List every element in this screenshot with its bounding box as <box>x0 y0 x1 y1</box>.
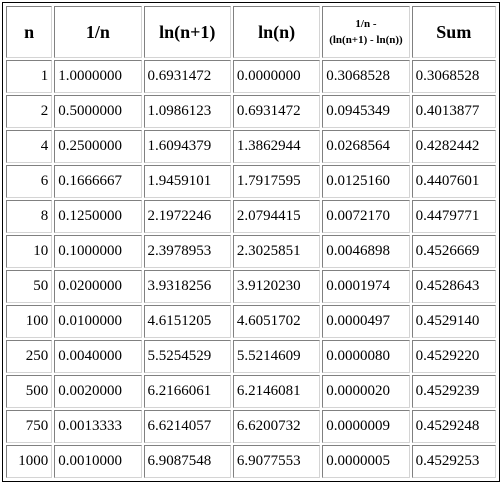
cell-n: 500 <box>6 375 53 408</box>
cell-sum: 0.4526669 <box>411 235 496 268</box>
cell-n: 250 <box>6 340 53 373</box>
cell-n: 10 <box>6 235 53 268</box>
cell-ln-n-plus-1: 2.3978953 <box>143 235 231 268</box>
header-difference: 1/n - (ln(n+1) - ln(n)) <box>322 6 410 58</box>
cell-sum: 0.4479771 <box>411 200 496 233</box>
cell-difference: 0.0000009 <box>322 410 410 443</box>
cell-n: 2 <box>6 95 53 128</box>
cell-difference: 0.0000497 <box>322 305 410 338</box>
table-row: 100 0.0100000 4.6151205 4.6051702 0.0000… <box>6 305 496 338</box>
cell-ln-n-plus-1: 5.5254529 <box>143 340 231 373</box>
cell-sum: 0.3068528 <box>411 60 496 93</box>
table-row: 10 0.1000000 2.3978953 2.3025851 0.00468… <box>6 235 496 268</box>
header-sum: Sum <box>411 6 496 58</box>
table-row: 50 0.0200000 3.9318256 3.9120230 0.00019… <box>6 270 496 303</box>
header-ln-n-plus-1: ln(n+1) <box>143 6 231 58</box>
cell-inverse: 0.0013333 <box>54 410 142 443</box>
header-n: n <box>6 6 53 58</box>
cell-ln-n: 6.6200732 <box>232 410 321 443</box>
cell-sum: 0.4013877 <box>411 95 496 128</box>
table-row: 250 0.0040000 5.5254529 5.5214609 0.0000… <box>6 340 496 373</box>
cell-inverse: 0.1250000 <box>54 200 142 233</box>
header-row: n 1/n ln(n+1) ln(n) 1/n - (ln(n+1) - ln(… <box>6 6 496 58</box>
cell-n: 8 <box>6 200 53 233</box>
cell-sum: 0.4529248 <box>411 410 496 443</box>
header-ln-n: ln(n) <box>232 6 321 58</box>
cell-ln-n: 1.3862944 <box>232 130 321 163</box>
cell-sum: 0.4529220 <box>411 340 496 373</box>
cell-inverse: 0.0020000 <box>54 375 142 408</box>
cell-n: 1 <box>6 60 53 93</box>
cell-ln-n: 1.7917595 <box>232 165 321 198</box>
cell-ln-n: 6.2146081 <box>232 375 321 408</box>
cell-n: 4 <box>6 130 53 163</box>
table-row: 8 0.1250000 2.1972246 2.0794415 0.007217… <box>6 200 496 233</box>
cell-ln-n: 5.5214609 <box>232 340 321 373</box>
cell-inverse: 0.0100000 <box>54 305 142 338</box>
cell-difference: 0.0125160 <box>322 165 410 198</box>
cell-inverse: 0.5000000 <box>54 95 142 128</box>
cell-ln-n: 2.0794415 <box>232 200 321 233</box>
cell-sum: 0.4407601 <box>411 165 496 198</box>
table-row: 2 0.5000000 1.0986123 0.6931472 0.094534… <box>6 95 496 128</box>
cell-inverse: 1.0000000 <box>54 60 142 93</box>
cell-difference: 0.0046898 <box>322 235 410 268</box>
cell-inverse: 0.2500000 <box>54 130 142 163</box>
header-inverse: 1/n <box>54 6 142 58</box>
cell-difference: 0.0000080 <box>322 340 410 373</box>
cell-sum: 0.4529140 <box>411 305 496 338</box>
table-row: 1 1.0000000 0.6931472 0.0000000 0.306852… <box>6 60 496 93</box>
cell-n: 750 <box>6 410 53 443</box>
cell-difference: 0.0945349 <box>322 95 410 128</box>
cell-n: 100 <box>6 305 53 338</box>
table-row: 4 0.2500000 1.6094379 1.3862944 0.026856… <box>6 130 496 163</box>
cell-ln-n: 3.9120230 <box>232 270 321 303</box>
cell-ln-n: 0.6931472 <box>232 95 321 128</box>
header-difference-line2: (ln(n+1) - ln(n)) <box>329 34 403 46</box>
cell-n: 6 <box>6 165 53 198</box>
cell-ln-n: 2.3025851 <box>232 235 321 268</box>
cell-sum: 0.4282442 <box>411 130 496 163</box>
header-difference-line1: 1/n - <box>355 18 377 30</box>
cell-n: 50 <box>6 270 53 303</box>
cell-difference: 0.0000020 <box>322 375 410 408</box>
cell-inverse: 0.0040000 <box>54 340 142 373</box>
cell-ln-n-plus-1: 3.9318256 <box>143 270 231 303</box>
cell-difference: 0.0072170 <box>322 200 410 233</box>
cell-ln-n: 4.6051702 <box>232 305 321 338</box>
cell-ln-n-plus-1: 6.2166061 <box>143 375 231 408</box>
cell-inverse: 0.1666667 <box>54 165 142 198</box>
table-row: 750 0.0013333 6.6214057 6.6200732 0.0000… <box>6 410 496 443</box>
table-row: 500 0.0020000 6.2166061 6.2146081 0.0000… <box>6 375 496 408</box>
cell-ln-n-plus-1: 1.6094379 <box>143 130 231 163</box>
cell-ln-n: 0.0000000 <box>232 60 321 93</box>
cell-difference: 0.0001974 <box>322 270 410 303</box>
cell-ln-n-plus-1: 1.0986123 <box>143 95 231 128</box>
cell-difference: 0.3068528 <box>322 60 410 93</box>
cell-ln-n-plus-1: 0.6931472 <box>143 60 231 93</box>
table-row: 6 0.1666667 1.9459101 1.7917595 0.012516… <box>6 165 496 198</box>
cell-inverse: 0.1000000 <box>54 235 142 268</box>
cell-ln-n-plus-1: 6.6214057 <box>143 410 231 443</box>
cell-sum: 0.4529239 <box>411 375 496 408</box>
table-body: 1 1.0000000 0.6931472 0.0000000 0.306852… <box>6 60 496 478</box>
cell-ln-n-plus-1: 1.9459101 <box>143 165 231 198</box>
cell-inverse: 0.0200000 <box>54 270 142 303</box>
cell-difference: 0.0268564 <box>322 130 410 163</box>
cell-ln-n-plus-1: 4.6151205 <box>143 305 231 338</box>
cell-sum: 0.4528643 <box>411 270 496 303</box>
data-table: n 1/n ln(n+1) ln(n) 1/n - (ln(n+1) - ln(… <box>4 4 498 480</box>
cell-ln-n-plus-1: 2.1972246 <box>143 200 231 233</box>
